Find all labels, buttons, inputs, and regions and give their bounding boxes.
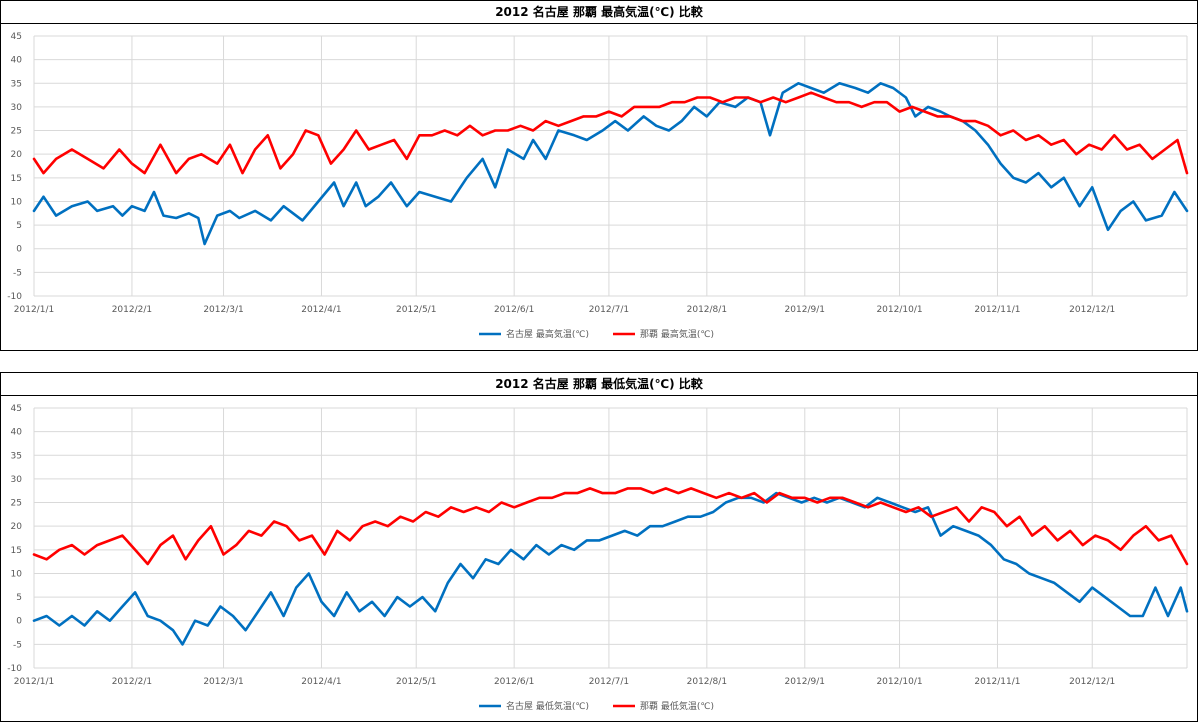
y-tick-label: 35 <box>11 79 22 89</box>
y-tick-label: 40 <box>11 56 23 66</box>
x-tick-label: 2012/5/1 <box>396 305 436 315</box>
y-tick-label: 5 <box>16 221 22 231</box>
min-temp-chart: 45 40 35 30 25 20 15 10 5 0 -5 -10 2012/1/1 2012/2/1 2… <box>7 404 1189 712</box>
x-tick-label: 2012/1/1 <box>14 677 54 687</box>
x-tick-label: 2012/1/1 <box>14 305 54 315</box>
x-tick-label: 2012/2/1 <box>112 305 152 315</box>
y-tick-label: 30 <box>11 103 23 113</box>
max-temp-chart-panel: 2012 名古屋 那覇 最高気温(℃) 比較 45 40 35 30 25 20 15 10 5… <box>0 0 1198 351</box>
y-tick-label: 25 <box>11 127 22 137</box>
series-line-nagoya <box>32 491 1189 646</box>
x-tick-label: 2012/11/1 <box>974 305 1020 315</box>
y-tick-label: 45 <box>11 404 22 414</box>
x-tick-label: 2012/3/1 <box>203 305 243 315</box>
x-tick-label: 2012/10/1 <box>876 305 922 315</box>
y-tick-label: -5 <box>13 268 22 278</box>
legend-label: 名古屋 最低気温(℃) <box>506 700 589 712</box>
y-tick-label: 30 <box>11 475 23 485</box>
x-tick-label: 2012/7/1 <box>589 677 629 687</box>
x-tick-label: 2012/6/1 <box>494 305 534 315</box>
min-temp-chart-panel: 2012 名古屋 那覇 最低気温(℃) 比較 45 40 35 30 25 20 15 10 5… <box>0 372 1198 722</box>
y-tick-label: 40 <box>11 428 23 438</box>
y-tick-label: 25 <box>11 499 22 509</box>
y-tick-label: 35 <box>11 451 22 461</box>
x-tick-label: 2012/11/1 <box>974 677 1020 687</box>
y-tick-label: 15 <box>11 174 22 184</box>
x-tick-label: 2012/12/1 <box>1069 305 1115 315</box>
x-tick-label: 2012/4/1 <box>301 677 341 687</box>
legend-label: 那覇 最低気温(℃) <box>640 700 714 712</box>
x-tick-label: 2012/2/1 <box>112 677 152 687</box>
x-tick-label: 2012/3/1 <box>203 677 243 687</box>
y-tick-label: 0 <box>16 617 22 627</box>
x-tick-label: 2012/10/1 <box>876 677 922 687</box>
x-tick-label: 2012/8/1 <box>687 305 727 315</box>
y-tick-label: -10 <box>7 292 22 302</box>
y-tick-label: -5 <box>13 640 22 650</box>
y-tick-label: 5 <box>16 593 22 603</box>
legend-label: 那覇 最高気温(℃) <box>640 328 714 340</box>
x-tick-label: 2012/9/1 <box>785 677 825 687</box>
y-tick-label: 0 <box>16 245 22 255</box>
x-tick-label: 2012/4/1 <box>301 305 341 315</box>
series-line-naha <box>32 487 1189 566</box>
x-tick-label: 2012/5/1 <box>396 677 436 687</box>
y-tick-label: 10 <box>11 569 23 579</box>
x-tick-label: 2012/9/1 <box>785 305 825 315</box>
y-tick-label: 10 <box>11 197 23 207</box>
x-tick-label: 2012/7/1 <box>589 305 629 315</box>
chart-title: 2012 名古屋 那覇 最低気温(℃) 比較 <box>1 373 1197 396</box>
max-temp-chart: 45 40 35 30 25 20 15 10 5 0 -5 -10 2012/1/1 2012/2/1 2… <box>7 32 1189 340</box>
legend-label: 名古屋 最高気温(℃) <box>506 328 589 340</box>
y-tick-label: 20 <box>11 150 23 160</box>
x-tick-label: 2012/12/1 <box>1069 677 1115 687</box>
y-tick-label: 15 <box>11 546 22 556</box>
y-tick-label: 45 <box>11 32 22 42</box>
y-tick-label: -10 <box>7 664 22 674</box>
x-tick-label: 2012/6/1 <box>494 677 534 687</box>
y-tick-label: 20 <box>11 522 23 532</box>
x-tick-label: 2012/8/1 <box>687 677 727 687</box>
chart-title: 2012 名古屋 那覇 最高気温(℃) 比較 <box>1 1 1197 24</box>
series-line-naha <box>32 91 1189 175</box>
series-line-nagoya <box>32 81 1189 246</box>
